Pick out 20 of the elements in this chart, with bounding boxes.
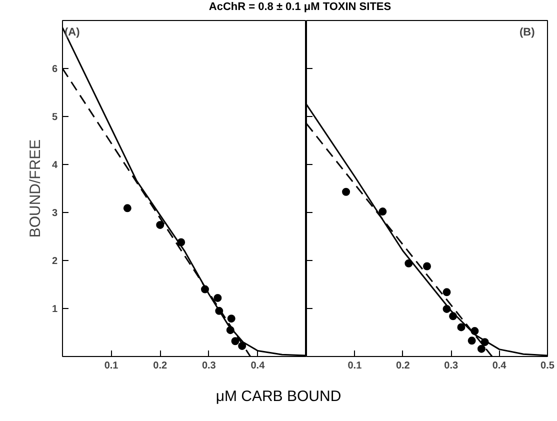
x-tick-label: 0.1: [104, 360, 119, 372]
y-tick-label: 6: [52, 64, 58, 75]
x-axis-title: μM CARB BOUND: [216, 387, 342, 407]
x-tick-label: 0.3: [444, 360, 458, 372]
y-tick-label: 1: [52, 304, 58, 315]
x-tick-label: 0.5: [540, 360, 555, 372]
annotation: (B): [520, 26, 536, 38]
annotation: (A): [64, 26, 80, 38]
x-tick-label: 0.4: [492, 360, 507, 372]
y-tick-label: 5: [52, 112, 58, 123]
y-tick-label: 2: [52, 256, 58, 267]
chart-title: AcChR = 0.8 ± 0.1 μM TOXIN SITES: [208, 0, 392, 15]
x-tick-label: 0.1: [348, 360, 362, 372]
y-tick-label: 4: [52, 160, 58, 171]
x-tick-label: 0.3: [202, 360, 216, 372]
x-tick-label: 0.4: [250, 360, 266, 372]
x-tick-label: 0.2: [396, 360, 410, 372]
y-tick-label: 3: [52, 208, 58, 219]
y-axis-title: BOUND/FREE: [26, 139, 44, 238]
x-tick-label: 0.2: [153, 360, 168, 372]
